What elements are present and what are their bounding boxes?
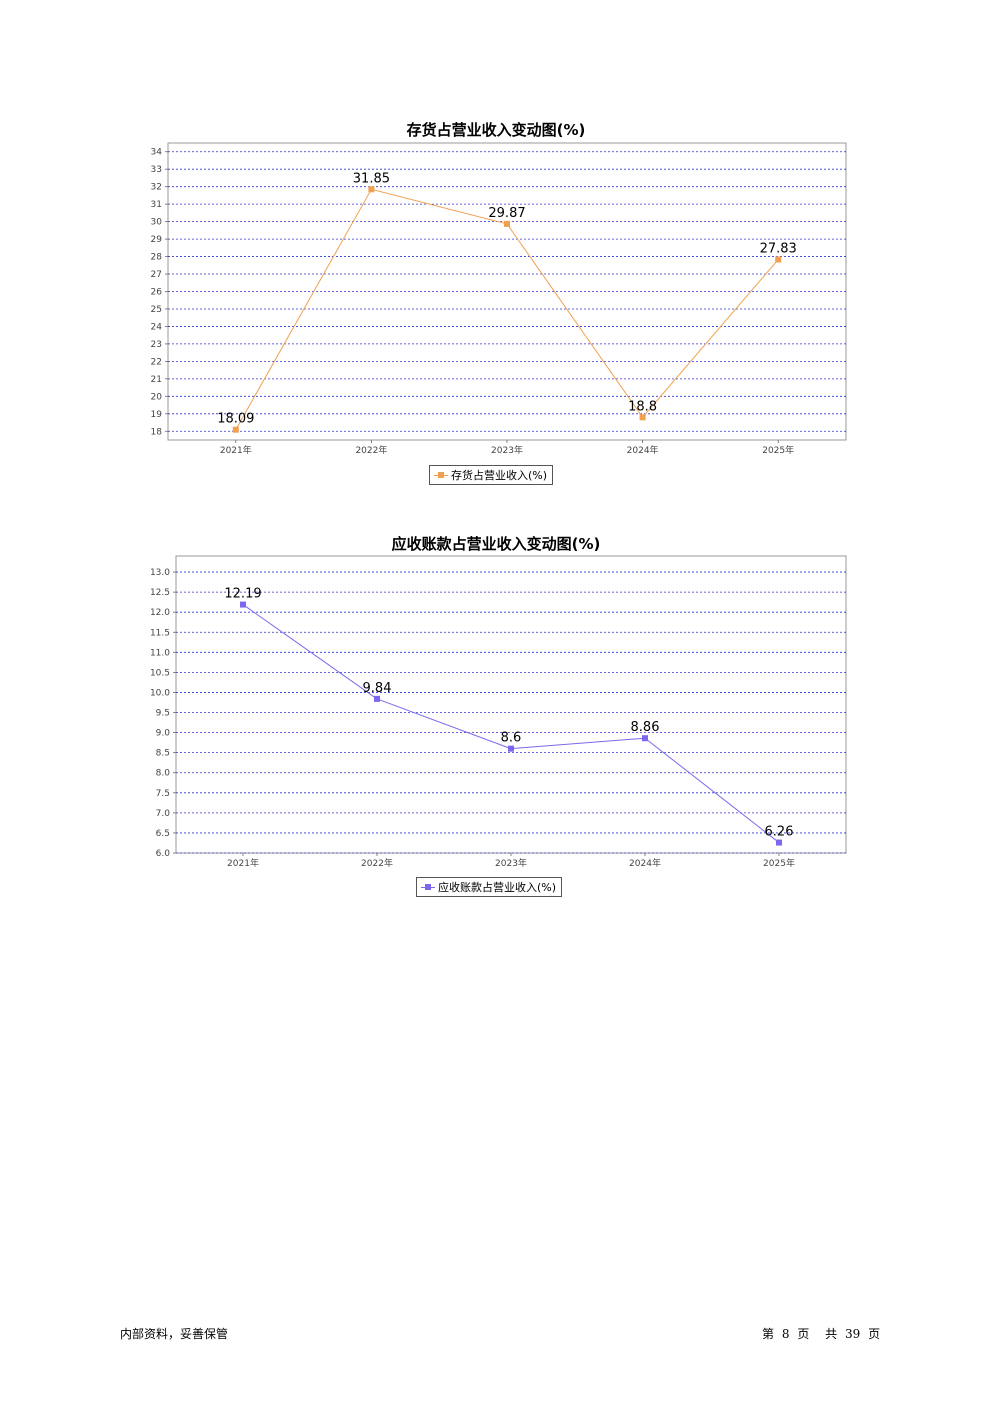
chart-1-xtick-label: 2024年: [627, 444, 659, 456]
chart-2-data-label: 6.26: [765, 825, 794, 840]
chart-1-ytick-label: 30: [151, 218, 163, 228]
chart-1-ytick-label: 29: [151, 235, 163, 245]
chart-1-data-point: [504, 220, 510, 227]
chart-1-ytick-label: 21: [151, 375, 162, 385]
chart-1-ytick-label: 34: [151, 148, 163, 158]
chart-2-ytick-label: 6.5: [156, 829, 170, 839]
footer-confidential: 内部资料，妥善保管: [120, 1327, 229, 1341]
chart-1-data-point: [368, 186, 375, 193]
total-prefix: 共: [825, 1327, 838, 1341]
chart-1-data-label: 18.8: [628, 399, 657, 414]
chart-2-ytick-label: 7.0: [156, 809, 171, 819]
chart-1-title: 存货占营业收入变动图(%): [406, 121, 586, 139]
chart-1-legend-label: 存货占营业收入(%): [451, 469, 548, 482]
chart-1-data-label: 31.85: [353, 171, 390, 186]
chart-1-xtick-label: 2025年: [762, 444, 794, 456]
chart-2-ytick-label: 9.0: [156, 729, 171, 739]
total-pages: 39: [845, 1327, 861, 1341]
chart-2-plot: 6.0 6.5 7.0 7.5 8.0 8.5 9.0 9.5 10.0 10.5 11.0 11.5…: [150, 555, 847, 869]
chart-2-ytick-label: 11.5: [150, 628, 170, 638]
chart-2-ytick-label: 11.0: [150, 648, 170, 658]
chart-2-ytick-label: 10.0: [150, 688, 170, 698]
chart-1-data-point: [775, 256, 782, 263]
chart-2-data-label: 12.19: [224, 587, 261, 602]
chart-1-ytick-label: 22: [151, 357, 162, 367]
chart-1-ytick-label: 27: [151, 270, 162, 280]
chart-1-ytick-label: 25: [151, 305, 162, 315]
chart-2-ytick-label: 6.0: [156, 849, 171, 859]
chart-1-ytick-label: 31: [151, 200, 162, 210]
chart-1-ytick-label: 19: [151, 410, 163, 420]
chart-1-data-label: 18.09: [217, 412, 254, 427]
page-number: 8: [781, 1327, 790, 1341]
chart-2-xtick-label: 2021年: [227, 857, 259, 869]
chart-1-plot: 18 19 20 21 22 23 24 25 26 27 28 29 30 31 32 33 34 2021年 2…: [151, 142, 847, 456]
chart-2-ytick-label: 9.5: [156, 709, 170, 719]
chart-2-xtick-label: 2022年: [361, 857, 393, 869]
chart-1-ytick-label: 18: [151, 427, 163, 437]
chart-1-data-point: [232, 426, 239, 433]
chart-2-data-label: 9.84: [363, 681, 392, 696]
chart-1-legend-marker-icon: [434, 471, 448, 479]
chart-2-xtick-label: 2024年: [629, 857, 661, 869]
chart-1-data-label: 29.87: [488, 206, 525, 221]
chart-2-data-label: 8.6: [501, 731, 522, 746]
chart-2-plot-area: [175, 555, 847, 854]
chart-2-title: 应收账款占营业收入变动图(%): [391, 535, 601, 553]
chart-1-data-point: [639, 414, 646, 421]
chart-1-xtick-label: 2021年: [220, 444, 252, 456]
chart-1-xtick-label: 2022年: [355, 444, 387, 456]
chart-2-ytick-label: 13.0: [150, 568, 170, 578]
chart-2-legend-marker-icon: [421, 883, 435, 891]
chart-1-ytick-label: 23: [151, 340, 162, 350]
chart-2-data-label: 8.86: [631, 720, 660, 735]
page-mid: 页: [797, 1327, 810, 1341]
chart-1-ytick-label: 28: [151, 253, 163, 263]
chart-2-legend: 应收账款占营业收入(%): [416, 877, 563, 897]
chart-2-ytick-label: 7.5: [156, 789, 170, 799]
chart-2-ytick-label: 10.5: [150, 668, 170, 678]
chart-2-xtick-label: 2025年: [763, 857, 795, 869]
chart-2-data-point: [776, 839, 782, 846]
chart-2-ytick-label: 8.0: [156, 769, 171, 779]
chart-1-ytick-label: 24: [151, 322, 163, 332]
footer-page-info: 第 8 页 共 39 页: [760, 1325, 882, 1342]
chart-1-data-label: 27.83: [760, 242, 797, 257]
chart-2-ytick-label: 12.0: [150, 608, 170, 618]
chart-1-ytick-label: 32: [151, 183, 162, 193]
chart-2-xtick-label: 2023年: [495, 857, 527, 869]
chart-2-data-point: [240, 601, 246, 608]
chart-2-data-point: [508, 745, 514, 752]
chart-2-legend-label: 应收账款占营业收入(%): [438, 881, 557, 894]
total-suffix: 页: [868, 1327, 881, 1341]
chart-1-ytick-label: 33: [151, 165, 162, 175]
chart-1-ytick-label: 26: [151, 288, 163, 298]
chart-2-data-point: [374, 695, 380, 702]
page-prefix: 第: [762, 1327, 775, 1341]
chart-1-xtick-label: 2023年: [491, 444, 523, 456]
chart-1-legend: 存货占营业收入(%): [429, 465, 554, 485]
chart-1-ytick-label: 20: [151, 392, 163, 402]
chart-2-ytick-label: 8.5: [156, 749, 170, 759]
chart-2-ytick-label: 12.5: [150, 588, 170, 598]
chart-2-data-point: [642, 735, 648, 742]
